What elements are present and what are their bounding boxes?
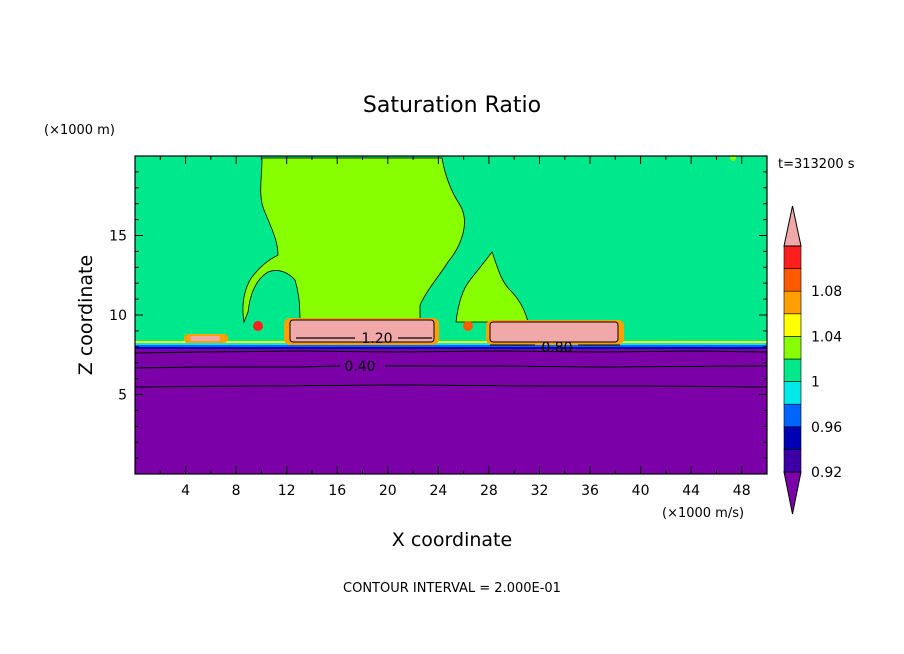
colorbar: 1.08 1.04 1 0.96 0.92 xyxy=(783,205,842,515)
x-tick-label: 8 xyxy=(232,483,241,499)
colorbar-segment xyxy=(783,313,802,337)
x-tick-label: 48 xyxy=(733,483,751,499)
cloud-left-pink xyxy=(190,336,220,341)
y-tick-label: 5 xyxy=(118,388,127,404)
y-tick-label: 15 xyxy=(109,229,127,245)
y-unit-label: (×1000 m) xyxy=(44,123,115,138)
colorbar-segment xyxy=(783,290,802,315)
x-tick-label: 40 xyxy=(632,483,650,499)
cloud-right-pink xyxy=(489,321,619,343)
secondary-plume xyxy=(455,251,529,323)
layer-cyan-band xyxy=(135,343,767,345)
colorbar-segment xyxy=(783,403,802,428)
x-unit-label: (×1000 m/s) xyxy=(662,506,744,521)
isoline-040 xyxy=(134,365,341,369)
x-tick-label: 28 xyxy=(480,483,498,499)
x-axis-title: X coordinate xyxy=(392,529,512,551)
layer-darkblue-band xyxy=(135,347,767,349)
contour-label-040: 0.40 xyxy=(344,359,375,375)
x-tick-label: 4 xyxy=(181,483,190,499)
isoline-lower xyxy=(134,384,768,388)
plume-region xyxy=(242,157,465,324)
x-tick-label: 44 xyxy=(682,483,700,499)
layer-blue-band xyxy=(135,345,767,347)
colorbar-top-arrow xyxy=(783,205,802,247)
cloud-spot-left xyxy=(253,321,263,331)
contour-field: 1.20 0.80 0.40 xyxy=(134,155,768,474)
y-tick-label: 10 xyxy=(109,308,127,324)
contour-label-120: 1.20 xyxy=(361,331,392,347)
colorbar-label: 0.96 xyxy=(811,420,842,436)
lower-region xyxy=(135,349,767,474)
x-tick-label: 24 xyxy=(429,483,447,499)
contour-label-080: 0.80 xyxy=(541,340,572,356)
colorbar-segment xyxy=(783,268,802,292)
isoline-040b xyxy=(385,365,768,368)
cloud-spot-mid xyxy=(463,321,473,331)
y-axis-ticks: 5 10 15 xyxy=(109,171,767,459)
colorbar-segment xyxy=(783,449,802,473)
isoline-upper xyxy=(134,350,768,354)
x-tick-label: 36 xyxy=(581,483,599,499)
colorbar-bottom-arrow xyxy=(783,471,802,515)
colorbar-label: 0.92 xyxy=(811,465,842,481)
y-axis-title: Z coordinate xyxy=(75,255,97,375)
colorbar-segment xyxy=(783,426,802,450)
colorbar-label: 1.04 xyxy=(811,329,842,345)
colorbar-segment xyxy=(783,358,802,382)
x-tick-label: 32 xyxy=(531,483,549,499)
x-tick-label: 12 xyxy=(278,483,296,499)
chart-title: Saturation Ratio xyxy=(363,93,541,118)
layer-yellow-band xyxy=(135,341,767,343)
x-axis-ticks: 4 8 12 16 20 24 28 32 36 40 44 48 xyxy=(159,156,751,499)
colorbar-label: 1 xyxy=(811,375,820,391)
colorbar-segment xyxy=(783,245,802,269)
contour-interval-label: CONTOUR INTERVAL = 2.000E-01 xyxy=(343,581,561,596)
time-label: t=313200 s xyxy=(778,157,855,172)
x-tick-label: 16 xyxy=(328,483,346,499)
colorbar-segment xyxy=(783,381,802,405)
colorbar-segment xyxy=(783,336,802,360)
x-tick-label: 20 xyxy=(379,483,397,499)
colorbar-label: 1.08 xyxy=(811,284,842,300)
cloud-center-pink xyxy=(289,319,435,343)
